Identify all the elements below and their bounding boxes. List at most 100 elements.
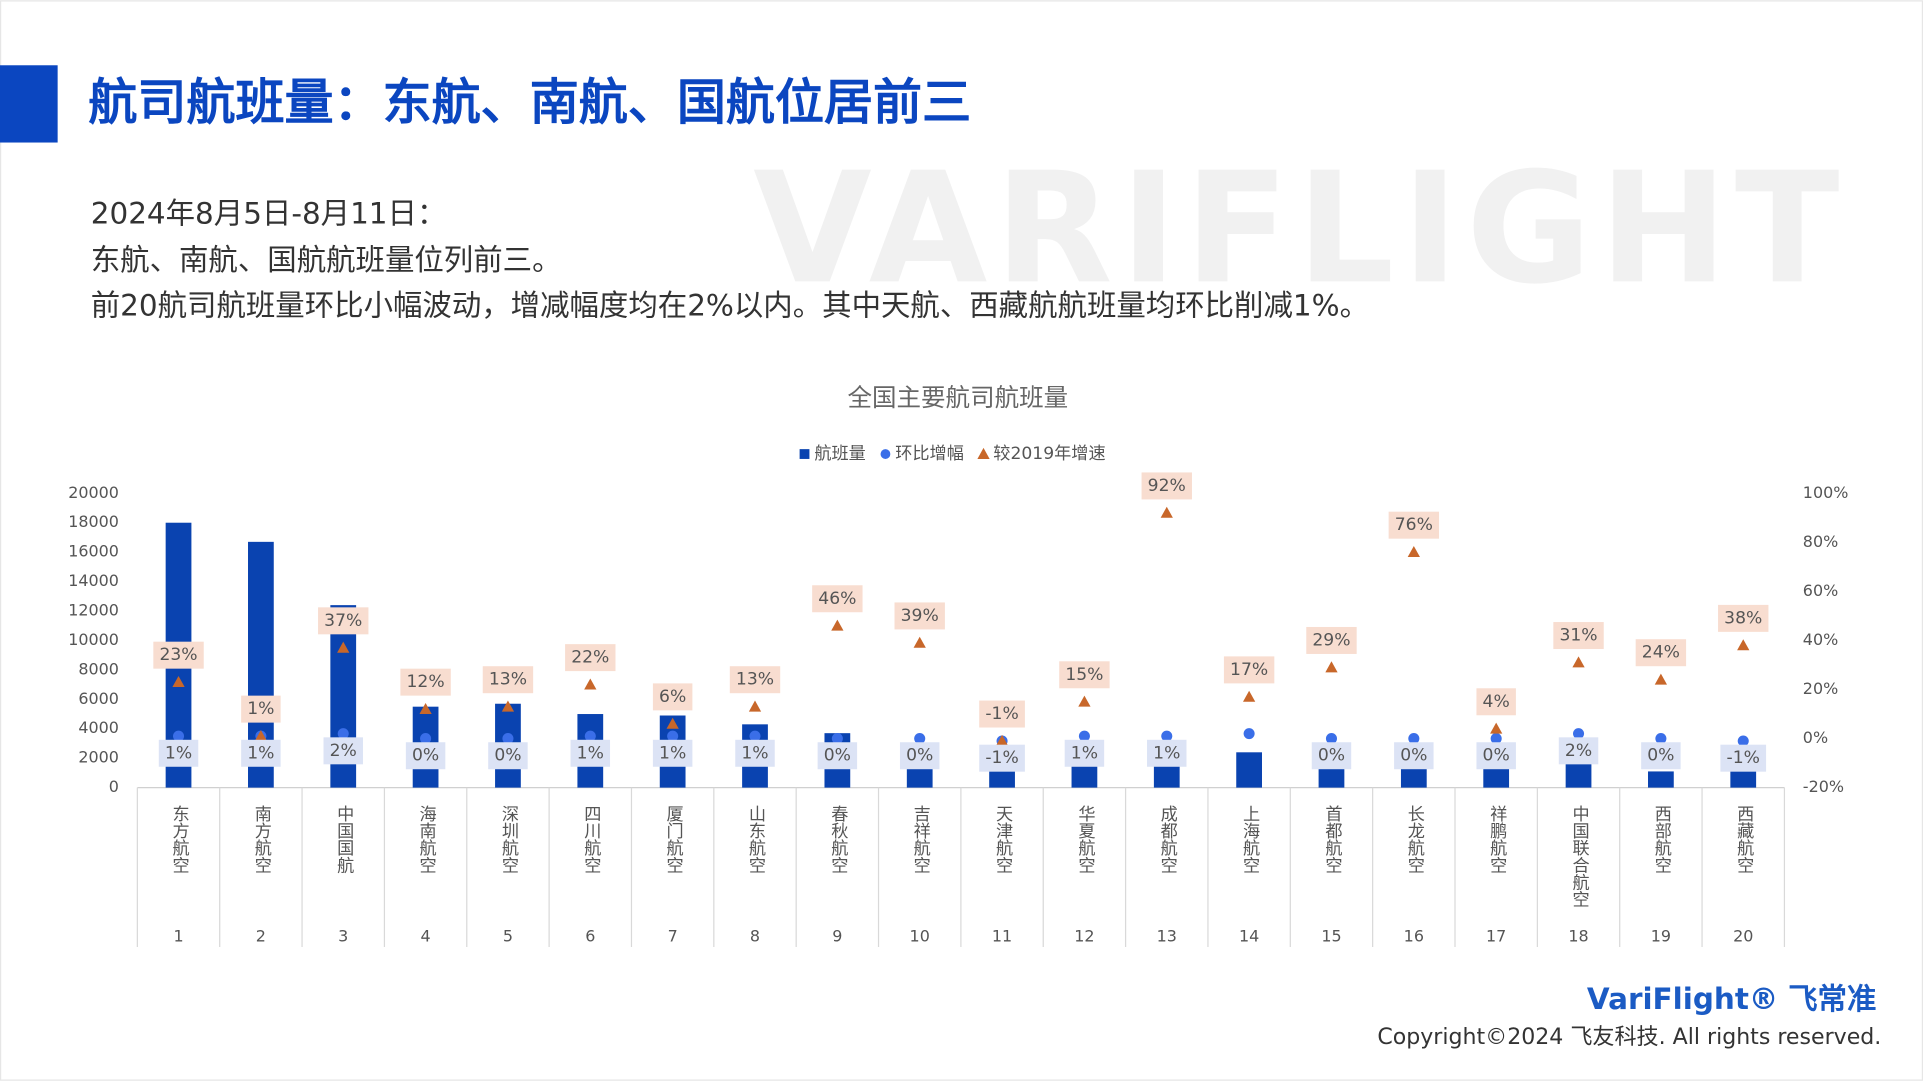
data-label-bg (979, 744, 1025, 772)
bar (1565, 764, 1592, 788)
x-tick-label: 成都航空 (1157, 805, 1178, 874)
legend-label: 较2019年增速 (993, 444, 1105, 464)
data-label-bg (1306, 626, 1357, 654)
point (254, 729, 268, 742)
y2-tick-label: 20% (1803, 679, 1838, 698)
data-label: 39% (901, 606, 939, 626)
y-tick-label: 12000 (68, 601, 119, 620)
legend-swatch (977, 447, 990, 459)
point (749, 730, 761, 742)
data-label: 0% (1400, 746, 1427, 766)
y-tick-label: 16000 (68, 542, 119, 561)
data-label-bg (1141, 472, 1192, 500)
point (1161, 730, 1173, 742)
data-label-bg (812, 585, 863, 613)
point (667, 730, 679, 742)
data-label: 1% (165, 743, 192, 763)
data-label: 0% (906, 746, 933, 766)
chart: 0200040006000800010000120001400016000180… (68, 444, 1848, 948)
data-label-bg (570, 739, 611, 767)
rank-label: 9 (832, 927, 842, 946)
point (913, 636, 926, 648)
rank-label: 4 (421, 927, 431, 946)
data-label-bg (1064, 739, 1105, 767)
logo: VariFlight® 飞常准 (1587, 981, 1876, 1015)
logo-cn: 飞常准 (1788, 981, 1876, 1015)
data-label-bg (1311, 742, 1352, 770)
data-label: 2% (1565, 741, 1592, 761)
data-label-bg (1147, 739, 1187, 767)
x-tick-label: 长龙航空 (1404, 805, 1425, 874)
rank-label: 6 (585, 927, 595, 946)
point (584, 678, 597, 690)
x-tick-label: 西部航空 (1651, 805, 1672, 874)
data-label: 6% (659, 687, 686, 707)
y-tick-label: 10000 (68, 630, 119, 649)
data-label: 24% (1642, 643, 1680, 663)
data-label-bg (652, 739, 693, 767)
data-label-bg (735, 739, 775, 767)
rank-label: 13 (1157, 927, 1177, 946)
x-tick-label: 海南航空 (416, 805, 437, 874)
point (1325, 733, 1337, 745)
x-tick-label: 吉祥航空 (910, 805, 931, 874)
data-label: 22% (571, 648, 609, 668)
legend-swatch (880, 449, 891, 459)
point (1242, 690, 1256, 702)
data-label-bg (241, 739, 281, 767)
y-tick-label: 6000 (78, 689, 119, 708)
data-label-bg (1718, 604, 1769, 632)
point (748, 700, 762, 712)
y2-tick-label: 80% (1803, 532, 1838, 551)
point (420, 733, 432, 745)
rank-label: 17 (1486, 927, 1506, 946)
point (1160, 506, 1173, 518)
point (1325, 661, 1338, 673)
data-label-bg (979, 700, 1025, 728)
data-label: 0% (1647, 746, 1674, 766)
legend-label: 航班量 (814, 444, 865, 464)
data-label: 17% (1230, 660, 1268, 680)
point (173, 730, 185, 742)
data-label-bg (1388, 511, 1440, 539)
data-label-bg (565, 644, 616, 672)
rank-label: 1 (173, 927, 183, 946)
point (1573, 728, 1585, 740)
point (1490, 722, 1503, 734)
x-tick-label: 四川航空 (580, 805, 601, 874)
legend-label: 环比增幅 (895, 444, 964, 464)
bar (1153, 765, 1180, 788)
data-label: 1% (1153, 743, 1180, 763)
point (914, 733, 926, 745)
point (1572, 656, 1585, 668)
y-tick-label: 0 (109, 777, 119, 796)
data-label: 13% (489, 670, 527, 690)
watermark: VARIFLIGHT (753, 140, 1847, 318)
data-label-bg (1059, 661, 1110, 689)
data-label: 1% (659, 743, 686, 763)
point (831, 619, 844, 631)
data-label: 92% (1148, 476, 1186, 496)
rank-label: 2 (256, 927, 266, 946)
rank-label: 10 (910, 927, 930, 946)
y-tick-label: 8000 (78, 659, 119, 678)
rank-label: 16 (1404, 927, 1424, 946)
bar (1730, 769, 1757, 788)
legend-swatch (799, 449, 810, 459)
data-label-bg (1635, 639, 1687, 667)
point (584, 730, 596, 742)
point (1737, 639, 1750, 651)
data-label: 23% (159, 645, 197, 665)
data-label: 2% (330, 741, 357, 761)
data-label: 13% (736, 670, 774, 690)
point (1078, 695, 1091, 707)
data-label-bg (894, 602, 945, 630)
data-label: 1% (1071, 743, 1098, 763)
intro-line: 东航、南航、国航航班量位列前三。 (91, 243, 562, 277)
copyright: Copyright©2024 飞友科技. All rights reserved… (1377, 1025, 1881, 1050)
rank-label: 11 (992, 927, 1012, 946)
y2-tick-label: 0% (1803, 728, 1828, 747)
data-label-bg (400, 668, 451, 696)
rank-label: 19 (1651, 927, 1671, 946)
y-tick-label: 2000 (78, 748, 119, 767)
